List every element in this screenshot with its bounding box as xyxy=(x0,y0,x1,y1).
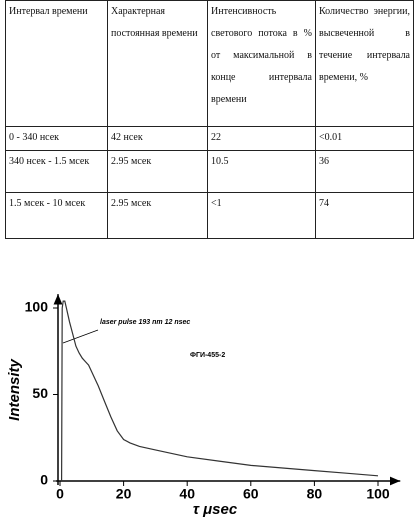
table-row: 340 нсек - 1.5 мсек 2.95 мсек 10.5 36 xyxy=(5,150,414,193)
table-cell: <1 xyxy=(207,192,316,239)
table-body: Интервал времени Характерная постоянная в… xyxy=(5,0,414,239)
table-cell: Интенсивность светового потока в % от ма… xyxy=(207,0,316,127)
y-tick-label: 50 xyxy=(32,385,48,401)
table-cell: Интервал времени xyxy=(5,0,108,127)
table-cell: 36 xyxy=(315,150,414,193)
table-cell: 74 xyxy=(315,192,414,239)
table-cell: <0.01 xyxy=(315,126,414,151)
table-cell: 10.5 xyxy=(207,150,316,193)
x-tick-label: 0 xyxy=(56,486,64,502)
y-tick-label: 100 xyxy=(25,299,49,315)
table-cell: Количество энергии, высвеченной в течени… xyxy=(315,0,414,127)
annotation: laser pulse 193 nm 12 nsec xyxy=(100,319,190,326)
table-cell: Характерная постоянная времени xyxy=(107,0,208,127)
chart: 0 50 100 0 20 40 60 80 100 τ μsec Intensity laser p… xyxy=(6,294,401,518)
table-row: Интервал времени Характерная постоянная в… xyxy=(5,0,414,127)
table-cell: 1.5 мсек - 10 мсек xyxy=(5,192,108,239)
table-row: 0 - 340 нсек 42 нсек 22 <0.01 xyxy=(5,126,414,151)
y-tick-label: 0 xyxy=(40,472,48,488)
annotation-leader xyxy=(62,329,99,344)
table-cell: 2.95 мсек xyxy=(107,150,208,193)
x-axis-label: τ μsec xyxy=(193,501,238,518)
x-tick-label: 60 xyxy=(243,486,259,502)
x-tick-label: 80 xyxy=(307,486,323,502)
table-cell: 340 нсек - 1.5 мсек xyxy=(5,150,108,193)
annotation: ФГИ-455-2 xyxy=(190,352,225,359)
x-tick-label: 40 xyxy=(179,486,195,502)
y-axis-label: Intensity xyxy=(6,359,23,421)
x-tick-label: 100 xyxy=(366,486,390,502)
data-table: Интервал времени Характерная постоянная в… xyxy=(5,0,414,239)
table-cell: 2.95 мсек xyxy=(107,192,208,239)
x-tick-label: 20 xyxy=(116,486,132,502)
line-series xyxy=(61,300,379,482)
table-cell: 42 нсек xyxy=(107,126,208,151)
table-cell: 0 - 340 нсек xyxy=(5,126,108,151)
table-cell: 22 xyxy=(207,126,316,151)
table-row: 1.5 мсек - 10 мсек 2.95 мсек <1 74 xyxy=(5,192,414,239)
